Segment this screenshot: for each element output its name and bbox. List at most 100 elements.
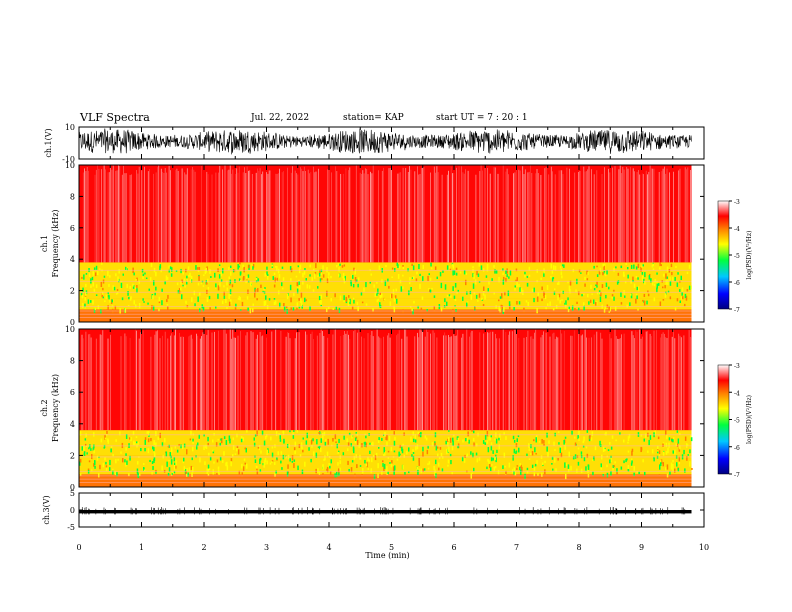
spectrogram-speckle xyxy=(679,280,681,283)
spectrogram-streak xyxy=(266,337,267,431)
spectrogram-speckle xyxy=(299,284,301,290)
spectrogram-speckle xyxy=(591,431,594,436)
spectrogram-speckle xyxy=(422,264,424,270)
spectrogram-speckle xyxy=(242,466,245,471)
spectrogram-speckle xyxy=(226,307,228,309)
spectrogram-speckle xyxy=(578,269,581,273)
spectrogram-speckle xyxy=(240,436,243,441)
spectrogram-speckle xyxy=(531,451,534,456)
panel-label: ch.2 xyxy=(40,399,49,416)
spectrogram-speckle xyxy=(338,450,340,453)
spectrogram-streak xyxy=(615,336,617,431)
spectrogram-speckle xyxy=(623,271,625,277)
spectrogram-speckle xyxy=(369,442,371,445)
spectrogram-speckle xyxy=(690,285,692,290)
spectrogram-speckle xyxy=(403,454,405,458)
x-tick-label: 4 xyxy=(326,543,331,552)
spectrogram-streak xyxy=(688,330,690,431)
spectrogram-speckle xyxy=(324,441,327,446)
spectrogram-speckle xyxy=(528,274,531,277)
spectrogram-speckle xyxy=(490,467,492,472)
spectrogram-speckle xyxy=(412,265,415,271)
spectrogram-speckle xyxy=(630,264,633,269)
spectrogram-speckle xyxy=(531,288,534,292)
spectrogram-speckle xyxy=(170,273,173,277)
spectrogram-speckle xyxy=(225,298,227,303)
spectrogram-speckle xyxy=(575,289,577,293)
spectrogram-speckle xyxy=(410,287,412,292)
spectrogram-speckle xyxy=(632,276,634,281)
colorbar-tick-label: -5 xyxy=(734,418,740,425)
spectrogram-speckle xyxy=(586,430,589,433)
spectrogram-speckle xyxy=(487,288,489,292)
spectrogram-streak xyxy=(362,170,364,263)
spectrogram-speckle xyxy=(263,462,265,468)
spectrogram-speckle xyxy=(252,303,254,307)
spectrogram-speckle xyxy=(348,302,350,305)
spectrogram-speckle xyxy=(143,469,146,472)
spectrogram-speckle xyxy=(274,277,276,281)
spectrogram-streak xyxy=(164,331,166,431)
spectrogram-streak xyxy=(450,166,452,263)
spectrogram-speckle xyxy=(593,456,595,461)
spectrogram-speckle xyxy=(142,298,144,301)
spectrogram-speckle xyxy=(208,295,211,300)
spectrogram-speckle xyxy=(473,273,475,279)
x-tick-label: 5 xyxy=(389,543,394,552)
spectrogram-streak xyxy=(288,332,290,431)
spectrogram-speckle xyxy=(303,270,306,275)
spectrogram-streak xyxy=(658,171,660,263)
spectrogram-streak xyxy=(211,174,213,263)
spectrogram-speckle xyxy=(180,268,182,274)
spectrogram-speckle xyxy=(429,289,431,292)
spectrogram-speckle xyxy=(440,307,443,312)
spectrogram-speckle xyxy=(472,437,475,442)
spectrogram-speckle xyxy=(676,282,679,287)
spectrogram-speckle xyxy=(686,456,688,461)
spectrogram-speckle xyxy=(206,297,209,302)
colorbar-tick-label: -5 xyxy=(734,253,740,260)
spectrogram-speckle xyxy=(666,434,668,440)
spectrogram-streak xyxy=(427,331,429,431)
spectrogram-speckle xyxy=(239,262,241,265)
spectrogram-speckle xyxy=(296,430,298,433)
spectrogram-speckle xyxy=(502,279,505,285)
spectrogram-speckle xyxy=(249,307,252,314)
spectrogram-speckle xyxy=(302,437,304,440)
spectrogram-speckle xyxy=(379,302,381,308)
spectrogram-speckle xyxy=(630,280,632,284)
spectrogram-streak xyxy=(527,172,529,263)
spectrogram-streak xyxy=(417,166,418,263)
spectrogram-streak xyxy=(554,174,556,263)
spectrogram-streak xyxy=(691,337,693,431)
spectrogram-speckle xyxy=(317,275,319,278)
spectrogram-speckle xyxy=(417,469,419,475)
spectrogram-streak xyxy=(479,171,481,263)
spectrogram-speckle xyxy=(338,471,340,477)
spectrogram-speckle xyxy=(301,469,304,475)
spectrogram-streak xyxy=(574,172,576,263)
spectrogram-speckle xyxy=(623,460,625,464)
spectrogram-streak xyxy=(275,329,277,431)
spectrogram-speckle xyxy=(121,297,124,301)
spectrogram-streak xyxy=(298,332,300,431)
spectrogram-speckle xyxy=(299,454,302,457)
spectrogram-speckle xyxy=(88,273,91,277)
spectrogram-streak xyxy=(223,329,225,431)
spectrogram-speckle xyxy=(473,442,475,447)
spectrogram-speckle xyxy=(569,288,571,294)
spectrogram-speckle xyxy=(678,456,681,462)
spectrogram-speckle xyxy=(250,281,252,287)
spectrogram-speckle xyxy=(228,293,230,300)
spectrogram-speckle xyxy=(554,265,557,271)
spectrogram-streak xyxy=(89,334,91,431)
spectrogram-speckle xyxy=(309,264,311,268)
spectrogram-speckle xyxy=(672,463,674,467)
spectrogram-speckle xyxy=(368,459,370,462)
spectrogram-speckle xyxy=(676,298,679,302)
spectrogram-speckle xyxy=(361,474,363,476)
colorbar-tick-label: -3 xyxy=(734,363,740,370)
spectrogram-speckle xyxy=(453,434,455,437)
spectrogram-speckle xyxy=(606,270,608,275)
spectrogram-speckle xyxy=(506,274,508,278)
